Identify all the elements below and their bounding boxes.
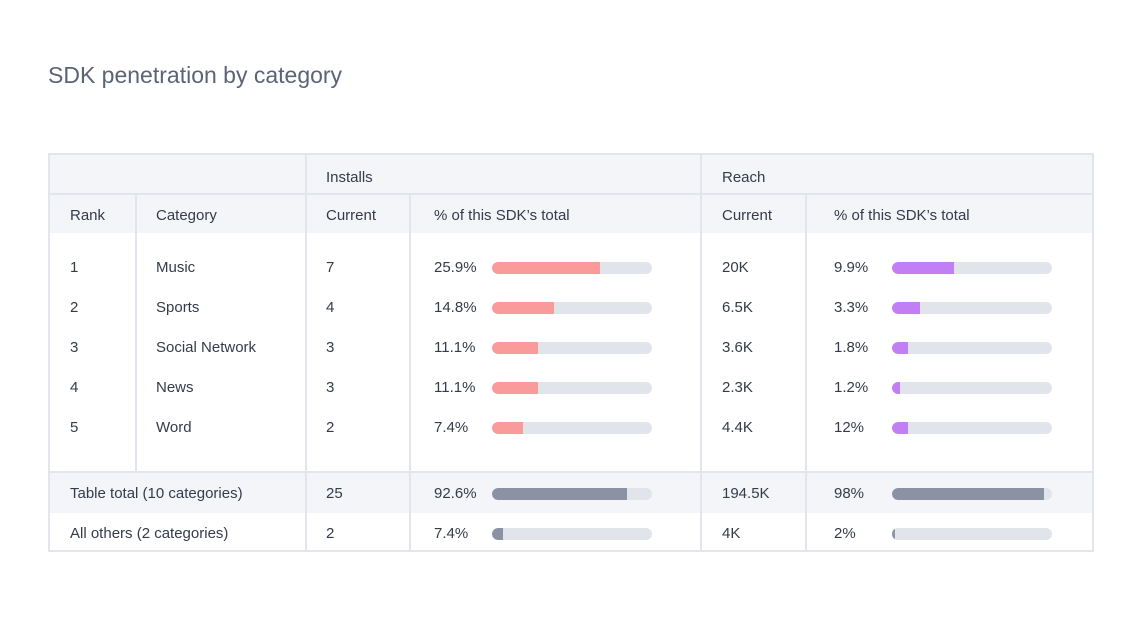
installs-total-percent-label: 92.6% xyxy=(434,485,477,502)
installs-total-bar-fill xyxy=(492,488,627,500)
column-divider xyxy=(135,193,137,471)
category-cell: Word xyxy=(156,419,192,436)
reach-bar-track xyxy=(892,422,1052,434)
reach-total-bar-track xyxy=(892,488,1052,500)
rank-cell: 3 xyxy=(70,339,79,356)
installs-bar-track xyxy=(492,302,652,314)
reach-percent-label: 1.8% xyxy=(834,339,869,356)
column-divider xyxy=(409,193,411,550)
column-divider xyxy=(805,193,807,550)
header-divider xyxy=(50,193,1092,195)
category-column-header[interactable]: Category xyxy=(156,207,217,224)
installs-total-bar-fill xyxy=(492,528,503,540)
installs-percent-label: 11.1% xyxy=(434,339,476,356)
reach-percent-label: 9.9% xyxy=(834,259,869,276)
installs-bar-track xyxy=(492,342,652,354)
installs-current-cell: 3 xyxy=(326,379,335,396)
installs-percent-label: 7.4% xyxy=(434,419,469,436)
totals-divider xyxy=(50,471,1092,473)
installs-percent-label: 11.1% xyxy=(434,379,476,396)
totals-label: Table total (10 categories) xyxy=(70,485,243,502)
reach-bar-fill xyxy=(892,342,908,354)
totals-label: All others (2 categories) xyxy=(70,525,229,542)
reach-current-cell: 20K xyxy=(722,259,749,276)
reach-percent-label: 12% xyxy=(834,419,865,436)
reach-bar-fill xyxy=(892,382,900,394)
installs-bar-fill xyxy=(492,342,539,354)
reach-total-percent-label: 2% xyxy=(834,525,856,542)
reach-total-cell: 4K xyxy=(722,525,741,542)
rank-cell: 2 xyxy=(70,299,79,316)
reach-bar-track xyxy=(892,262,1052,274)
rank-cell: 5 xyxy=(70,419,79,436)
reach-percent-label: 1.2% xyxy=(834,379,869,396)
reach-percent-label: 3.3% xyxy=(834,299,869,316)
installs-total-percent-label: 7.4% xyxy=(434,525,469,542)
reach-bar-track xyxy=(892,342,1052,354)
installs-total-bar-track xyxy=(492,528,652,540)
installs-percent-column-header[interactable]: % of this SDK’s total xyxy=(434,207,570,224)
installs-total-bar-track xyxy=(492,488,652,500)
reach-bar-fill xyxy=(892,262,955,274)
reach-current-cell: 3.6K xyxy=(722,339,753,356)
installs-bar-fill xyxy=(492,262,600,274)
reach-total-cell: 194.5K xyxy=(722,485,770,502)
category-cell: News xyxy=(156,379,194,396)
sdk-penetration-table: Installs Reach Rank Category Current % o… xyxy=(48,153,1094,552)
reach-current-column-header[interactable]: Current xyxy=(722,207,773,224)
installs-bar-track xyxy=(492,382,652,394)
rank-cell: 1 xyxy=(70,259,79,276)
reach-total-percent-label: 98% xyxy=(834,485,865,502)
reach-current-cell: 6.5K xyxy=(722,299,753,316)
installs-percent-label: 14.8% xyxy=(434,299,477,316)
rank-column-header[interactable]: Rank xyxy=(70,207,106,224)
reach-total-bar-fill xyxy=(892,488,1045,500)
column-divider xyxy=(700,155,702,550)
reach-bar-fill xyxy=(892,422,908,434)
category-cell: Social Network xyxy=(156,339,257,356)
reach-current-cell: 4.4K xyxy=(722,419,753,436)
reach-total-bar-fill xyxy=(892,528,896,540)
category-cell: Music xyxy=(156,259,196,276)
installs-total-cell: 2 xyxy=(326,525,335,542)
category-cell: Sports xyxy=(156,299,200,316)
installs-bar-track xyxy=(492,422,652,434)
installs-bar-fill xyxy=(492,422,523,434)
page-title: SDK penetration by category xyxy=(48,62,343,88)
installs-total-cell: 25 xyxy=(326,485,343,502)
installs-bar-fill xyxy=(492,302,554,314)
installs-current-column-header[interactable]: Current xyxy=(326,207,377,224)
reach-bar-track xyxy=(892,302,1052,314)
reach-group-header: Reach xyxy=(722,169,766,186)
installs-current-cell: 3 xyxy=(326,339,335,356)
reach-percent-column-header[interactable]: % of this SDK’s total xyxy=(834,207,970,224)
installs-bar-fill xyxy=(492,382,539,394)
installs-current-cell: 7 xyxy=(326,259,335,276)
installs-percent-label: 25.9% xyxy=(434,259,477,276)
installs-bar-track xyxy=(492,262,652,274)
rank-cell: 4 xyxy=(70,379,79,396)
reach-bar-track xyxy=(892,382,1052,394)
reach-current-cell: 2.3K xyxy=(722,379,753,396)
reach-bar-fill xyxy=(892,302,920,314)
installs-current-cell: 4 xyxy=(326,299,335,316)
installs-group-header: Installs xyxy=(326,169,373,186)
reach-total-bar-track xyxy=(892,528,1052,540)
column-divider xyxy=(305,155,307,550)
installs-current-cell: 2 xyxy=(326,419,335,436)
